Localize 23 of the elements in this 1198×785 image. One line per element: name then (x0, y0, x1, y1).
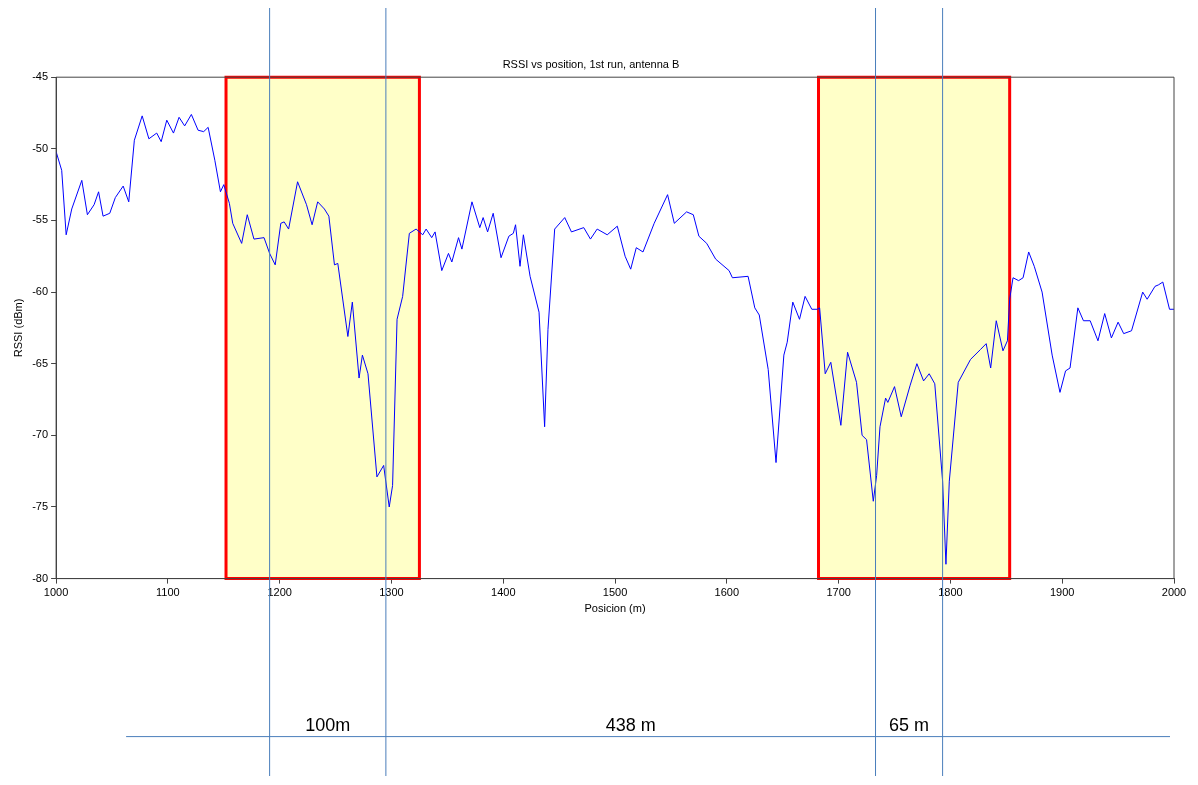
y-tick-label: -65 (32, 356, 49, 369)
y-tick-label: -80 (32, 571, 49, 584)
text: 100m (305, 714, 351, 735)
x-axis-title: Posicion (m) (584, 602, 646, 615)
x-tick-label: 2000 (1161, 586, 1187, 599)
x-tick-label: 1300 (379, 586, 404, 599)
y-tick-label: -45 (32, 70, 49, 83)
chart-title: RSSI vs position, 1st run, antenna B (502, 57, 680, 70)
x-tick-label: 1500 (602, 586, 628, 599)
x-tick-label: 1100 (156, 586, 180, 599)
y-tick-label: -50 (32, 141, 49, 154)
x-tick-label: 1400 (491, 586, 516, 599)
y-tick-label: -75 (32, 500, 49, 512)
text: 438 m (605, 714, 656, 735)
x-tick-label: 1600 (714, 586, 740, 599)
y-tick-label: -70 (32, 428, 49, 441)
y-axis-title: RSSI (dBm) (11, 298, 24, 358)
x-tick-label: 1900 (1049, 586, 1075, 599)
x-tick-label: 1000 (43, 586, 69, 599)
y-tick-label: -60 (32, 285, 49, 298)
y-tick-label: -55 (32, 213, 49, 226)
text: 65 m (889, 714, 930, 735)
x-tick-label: 1700 (826, 586, 851, 599)
